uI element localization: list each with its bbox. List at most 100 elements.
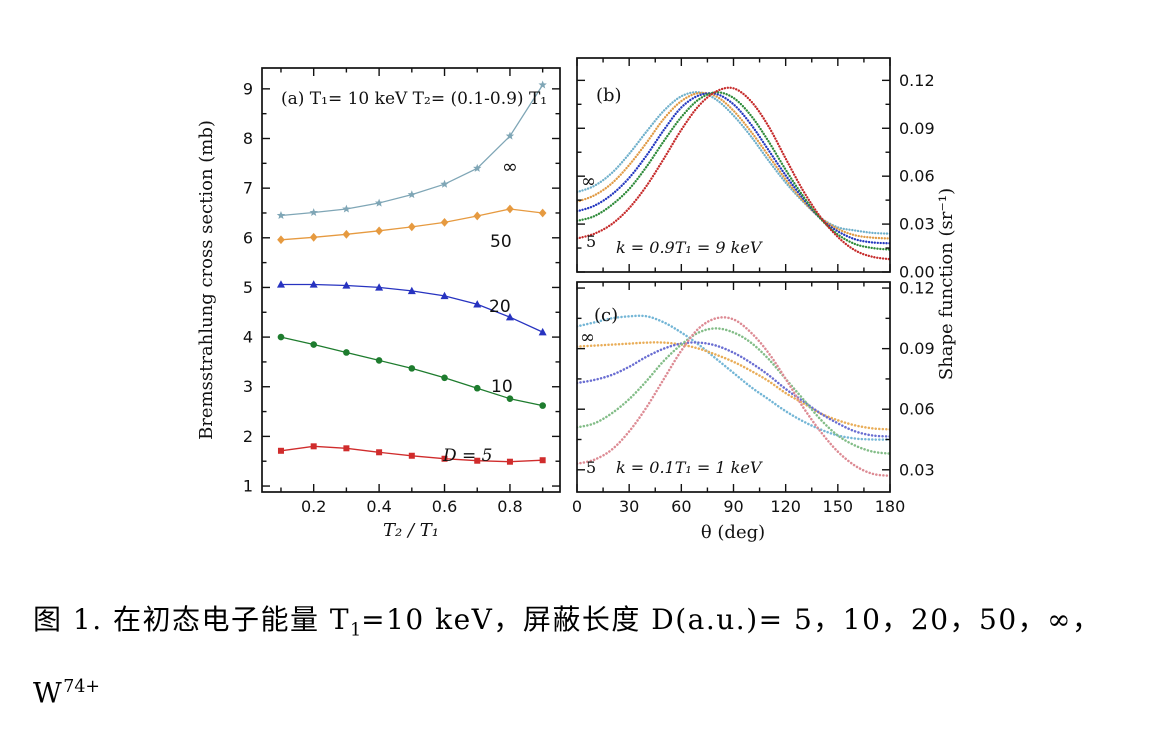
marker-triangle xyxy=(473,300,482,308)
marker-diamond xyxy=(506,204,514,214)
marker-diamond xyxy=(342,229,351,239)
marker-triangle xyxy=(505,313,514,321)
annotation: ∞ xyxy=(581,171,596,192)
y-tick-label: 0.03 xyxy=(899,460,935,479)
marker-diamond xyxy=(309,232,318,242)
series-group xyxy=(276,80,547,465)
marker-square xyxy=(506,458,513,465)
marker-star xyxy=(473,163,482,172)
marker-star xyxy=(505,131,515,140)
marker-circle xyxy=(441,374,448,382)
marker-square xyxy=(539,457,546,464)
marker-triangle xyxy=(440,291,449,300)
marker-square xyxy=(310,443,317,450)
y-tick-label: 8 xyxy=(243,129,253,148)
marker-square xyxy=(376,449,383,456)
marker-triangle xyxy=(276,280,285,288)
annotation: k = 0.1T₁ = 1 keV xyxy=(616,458,763,477)
panel-b: 0.00 0.03 0.06 0.09 0.12 (b) ∞ 5 k = 0.9T₁ = 9 k… xyxy=(576,57,957,380)
marker-square xyxy=(441,455,448,462)
annotation: 50 xyxy=(490,232,512,252)
annotation: 5 xyxy=(586,458,596,477)
marker-square xyxy=(408,452,415,459)
annotation: (c) xyxy=(594,305,618,326)
marker-star xyxy=(374,198,384,207)
ticks xyxy=(576,282,891,492)
x-axis-label: θ (deg) xyxy=(701,522,765,543)
series-D50 xyxy=(577,341,890,431)
y-tick-label: 1 xyxy=(243,477,253,496)
x-tick-label: 90 xyxy=(723,497,743,516)
marker-triangle xyxy=(342,281,351,289)
y-axis-label: Shape function (sr⁻¹) xyxy=(936,188,957,380)
x-tick-label: 0.4 xyxy=(366,497,391,516)
marker-circle xyxy=(473,384,481,392)
series-group xyxy=(577,314,890,478)
marker-triangle xyxy=(309,280,318,288)
annotation: (a) T₁= 10 keV T₂= (0.1-0.9) T₁ xyxy=(281,89,547,109)
x-tick-label: 0.6 xyxy=(432,497,457,516)
marker-diamond xyxy=(440,218,449,227)
series-D5 xyxy=(577,316,890,478)
y-tick-label: 0.12 xyxy=(899,279,935,298)
marker-triangle xyxy=(407,286,416,295)
x-tick-label: 120 xyxy=(770,497,801,516)
annotation: ∞ xyxy=(502,156,518,178)
y-tick-label: 0.00 xyxy=(899,263,935,282)
marker-star xyxy=(440,179,449,188)
figure-caption: 图 1. 在初态电子能量 T1=10 keV，屏蔽长度 D(a.u.)= 5，1… xyxy=(33,592,1131,732)
caption-superscript: 74+ xyxy=(63,676,100,697)
series-D20 xyxy=(577,341,890,438)
y-tick-label: 0.09 xyxy=(899,339,935,358)
marker-circle xyxy=(408,365,416,372)
x-tick-label: 0 xyxy=(572,497,582,516)
panel-c: 0 30 60 90 120 150 180 0.03 0.06 0.09 0.12 (c)∞ 5 k =… xyxy=(572,279,935,543)
y-tick-label: 5 xyxy=(243,278,253,297)
annotation: k = 0.9T₁ = 9 keV xyxy=(616,238,763,257)
marker-square xyxy=(474,457,481,464)
marker-star xyxy=(538,80,547,89)
marker-triangle xyxy=(538,327,547,336)
marker-diamond xyxy=(408,222,416,232)
series-inf xyxy=(577,314,890,441)
series-group xyxy=(577,86,890,261)
annotation: (b) xyxy=(596,85,622,106)
annotation: ∞ xyxy=(580,327,595,348)
marker-diamond xyxy=(375,226,383,236)
annotation: 5 xyxy=(586,232,596,251)
x-tick-label: 180 xyxy=(875,497,906,516)
ticks xyxy=(262,68,560,492)
series-D20 xyxy=(577,92,890,245)
y-tick-label: 0.03 xyxy=(899,215,935,234)
plot-frame xyxy=(261,67,561,493)
x-tick-label: 30 xyxy=(619,497,639,516)
x-tick-label: 150 xyxy=(823,497,854,516)
y-axis-label: Bremsstrahlung cross section (mb) xyxy=(196,120,217,440)
annotation: 10 xyxy=(491,377,513,397)
y-tick-label: 6 xyxy=(243,228,253,247)
marker-star xyxy=(342,204,351,213)
series-D10 xyxy=(577,91,890,251)
y-tick-label: 2 xyxy=(243,427,253,446)
series-inf xyxy=(577,91,890,235)
x-axis-label: T₂ / T₁ xyxy=(383,520,439,541)
marker-circle xyxy=(310,341,317,348)
annotation: D = 5 xyxy=(442,446,493,466)
marker-diamond xyxy=(538,208,547,218)
marker-circle xyxy=(343,349,350,356)
series-D5 xyxy=(577,86,890,261)
caption-text: 图 1. 在初态电子能量 T xyxy=(33,603,351,636)
annotation: 20 xyxy=(489,297,511,317)
marker-square xyxy=(277,447,284,454)
y-tick-label: 9 xyxy=(243,79,253,98)
x-tick-label: 0.2 xyxy=(301,497,326,516)
caption-line-1: 图 1. 在初态电子能量 T1=10 keV，屏蔽长度 D(a.u.)= 5，1… xyxy=(33,592,1131,721)
caption-line-2: 的相对论韧致辐射截面及其角分布。 xyxy=(33,721,1131,732)
marker-star xyxy=(276,211,286,220)
series-D10 xyxy=(577,327,890,455)
marker-diamond xyxy=(277,235,285,245)
y-tick-label: 0.12 xyxy=(899,71,935,90)
y-tick-label: 0.09 xyxy=(899,119,935,138)
y-tick-label: 0.06 xyxy=(899,400,935,419)
